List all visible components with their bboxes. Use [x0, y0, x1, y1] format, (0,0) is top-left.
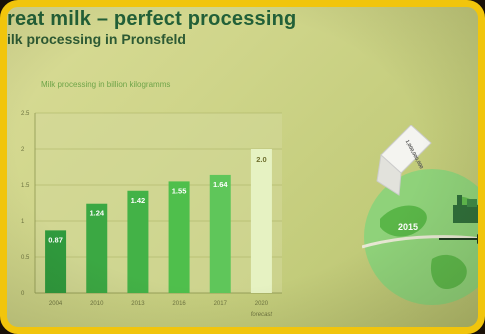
- value-label: 1.64: [213, 180, 228, 189]
- bar-2017: [209, 174, 231, 293]
- year-label: 2015: [398, 222, 419, 232]
- value-label: 1.55: [172, 186, 187, 195]
- bar-2004: [45, 230, 67, 293]
- bar-2016: [168, 181, 190, 293]
- plot-area: [35, 113, 282, 293]
- forecast-note: forecast: [251, 312, 273, 318]
- x-tick-label: 2010: [90, 301, 104, 307]
- value-label: 1.24: [89, 209, 104, 218]
- x-tick-label: 2013: [131, 301, 145, 307]
- bar-2010: [86, 203, 108, 293]
- y-tick-label: 1: [21, 219, 25, 225]
- x-tick-label: 2020: [255, 301, 269, 307]
- bar-chart: 0 0.5 1 1.5 2 2.5 0.87 2004 1.24 2010 1.42 2013 1.55…: [21, 111, 282, 318]
- slide-title: reat milk – perfect processing: [7, 8, 297, 30]
- milk-carton-icon: [376, 125, 432, 196]
- bar-2020: [250, 149, 272, 293]
- bar-2013: [127, 190, 149, 293]
- y-tick-label: 2.5: [21, 111, 30, 117]
- value-label: 1.42: [131, 196, 146, 205]
- y-tick-label: 0.5: [21, 255, 30, 261]
- slide-subtitle: ilk processing in Pronsfeld: [7, 31, 186, 47]
- y-tick-label: 0: [21, 291, 25, 297]
- chart-caption: Milk processing in billion kilogramms: [41, 80, 171, 89]
- x-tick-label: 2017: [214, 301, 228, 307]
- globe-icon: [362, 169, 478, 305]
- factory-icon: [453, 195, 478, 223]
- x-tick-label: 2016: [172, 301, 186, 307]
- value-label: 2.0: [256, 155, 266, 164]
- y-tick-label: 2: [21, 147, 25, 153]
- x-tick-label: 2004: [49, 301, 63, 307]
- arrow-right-icon: [439, 234, 478, 244]
- y-tick-label: 1.5: [21, 183, 30, 189]
- value-label: 0.87: [48, 235, 63, 244]
